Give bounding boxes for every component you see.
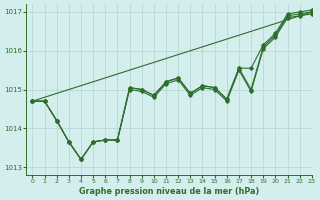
X-axis label: Graphe pression niveau de la mer (hPa): Graphe pression niveau de la mer (hPa) <box>79 187 259 196</box>
